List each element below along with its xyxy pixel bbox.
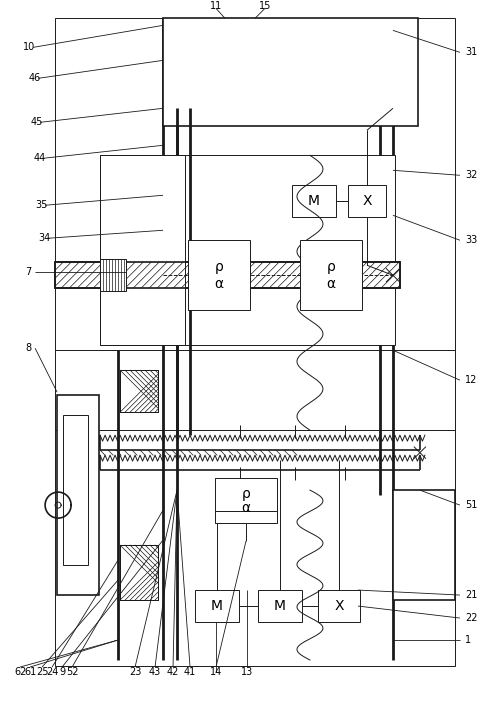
Text: α: α <box>215 277 223 291</box>
Bar <box>195 590 239 622</box>
Text: 23: 23 <box>129 667 141 677</box>
Text: 24: 24 <box>46 667 58 677</box>
Text: 31: 31 <box>465 47 477 58</box>
Text: M: M <box>274 599 286 613</box>
Text: 13: 13 <box>241 667 253 677</box>
Text: 7: 7 <box>25 267 31 277</box>
Text: 61: 61 <box>24 667 36 677</box>
Text: 32: 32 <box>465 171 477 180</box>
Bar <box>120 370 158 412</box>
Text: 34: 34 <box>38 233 50 244</box>
Bar <box>100 155 185 345</box>
Text: ρ: ρ <box>242 486 250 501</box>
Text: 33: 33 <box>465 235 477 245</box>
Bar <box>100 155 395 345</box>
Text: M: M <box>211 599 223 613</box>
Text: ρ: ρ <box>215 260 223 274</box>
Text: X: X <box>334 599 343 613</box>
Bar <box>215 478 277 523</box>
Text: ρ: ρ <box>326 260 335 274</box>
Text: 8: 8 <box>25 343 31 353</box>
Text: 11: 11 <box>210 1 222 11</box>
Text: 62: 62 <box>14 667 26 677</box>
Text: 43: 43 <box>149 667 161 677</box>
Text: 41: 41 <box>184 667 196 677</box>
Text: 1: 1 <box>465 635 471 645</box>
Bar <box>55 263 400 289</box>
Text: 42: 42 <box>167 667 179 677</box>
Bar <box>55 263 400 289</box>
Text: 12: 12 <box>465 375 477 385</box>
Bar <box>258 590 302 622</box>
Bar <box>63 415 88 565</box>
Bar <box>163 18 418 126</box>
Text: 15: 15 <box>259 1 271 11</box>
Text: 51: 51 <box>465 500 477 510</box>
Text: α: α <box>242 501 250 515</box>
Text: α: α <box>326 277 336 291</box>
Text: 44: 44 <box>33 153 46 164</box>
Text: 21: 21 <box>465 590 477 600</box>
Text: 22: 22 <box>465 613 477 623</box>
Text: 45: 45 <box>30 117 43 127</box>
Text: 46: 46 <box>28 73 40 84</box>
Bar <box>120 370 158 412</box>
Bar <box>120 545 158 600</box>
Bar <box>348 185 386 217</box>
Bar <box>318 590 360 622</box>
Bar <box>120 545 158 600</box>
Text: 9: 9 <box>59 667 65 677</box>
Text: 35: 35 <box>35 200 48 211</box>
Bar <box>55 18 455 666</box>
Bar <box>393 490 455 600</box>
Text: 10: 10 <box>23 42 35 53</box>
Bar <box>188 240 250 310</box>
Bar <box>100 259 126 291</box>
Text: 14: 14 <box>210 667 222 677</box>
Text: 52: 52 <box>66 667 78 677</box>
Text: M: M <box>308 194 320 208</box>
Text: X: X <box>362 194 372 208</box>
Bar <box>292 185 336 217</box>
Bar <box>300 240 362 310</box>
Bar <box>57 395 99 595</box>
Text: 25: 25 <box>36 667 49 677</box>
